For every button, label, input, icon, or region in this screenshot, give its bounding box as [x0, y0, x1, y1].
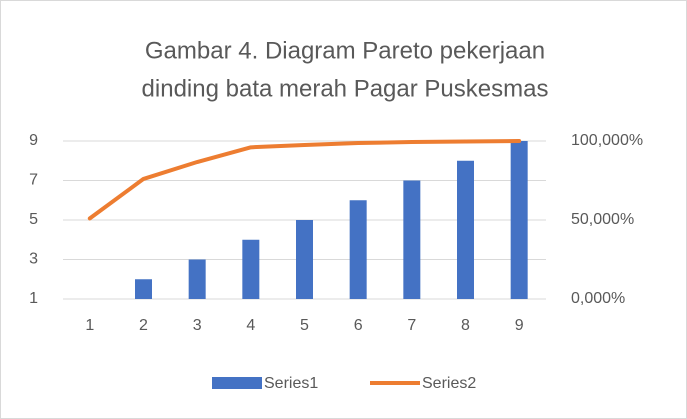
x-tick-label: 4 [246, 317, 255, 334]
x-tick-label: 8 [461, 317, 470, 334]
x-tick-label: 7 [407, 317, 416, 334]
y-tick-label: 5 [29, 211, 38, 228]
bar [242, 239, 260, 299]
y-tick-label: 9 [29, 132, 38, 149]
bar [457, 160, 474, 299]
y-tick-label: 3 [29, 251, 38, 268]
x-tick-label: 9 [515, 317, 524, 334]
bar [510, 141, 528, 299]
chart-title: dinding bata merah Pagar Puskesmas [142, 75, 549, 102]
x-tick-label: 3 [193, 317, 202, 334]
bar [296, 220, 313, 299]
y2-tick-label: 100,000% [571, 132, 643, 149]
x-tick-label: 6 [354, 317, 363, 334]
y2-tick-label: 0,000% [571, 290, 625, 307]
legend-label: Series1 [264, 375, 318, 392]
legend-swatch [212, 377, 262, 389]
legend-label: Series2 [422, 375, 476, 392]
bar [135, 279, 152, 299]
bar [403, 180, 421, 299]
bar [188, 259, 206, 299]
chart-title: Gambar 4. Diagram Pareto pekerjaan [145, 37, 545, 64]
x-tick-label: 2 [139, 317, 148, 334]
y2-tick-label: 50,000% [571, 211, 634, 228]
x-tick-label: 1 [85, 317, 94, 334]
line [87, 139, 522, 221]
y-tick-label: 1 [29, 290, 38, 307]
bar [349, 200, 367, 299]
y-tick-label: 7 [29, 172, 38, 189]
x-tick-label: 5 [300, 317, 309, 334]
